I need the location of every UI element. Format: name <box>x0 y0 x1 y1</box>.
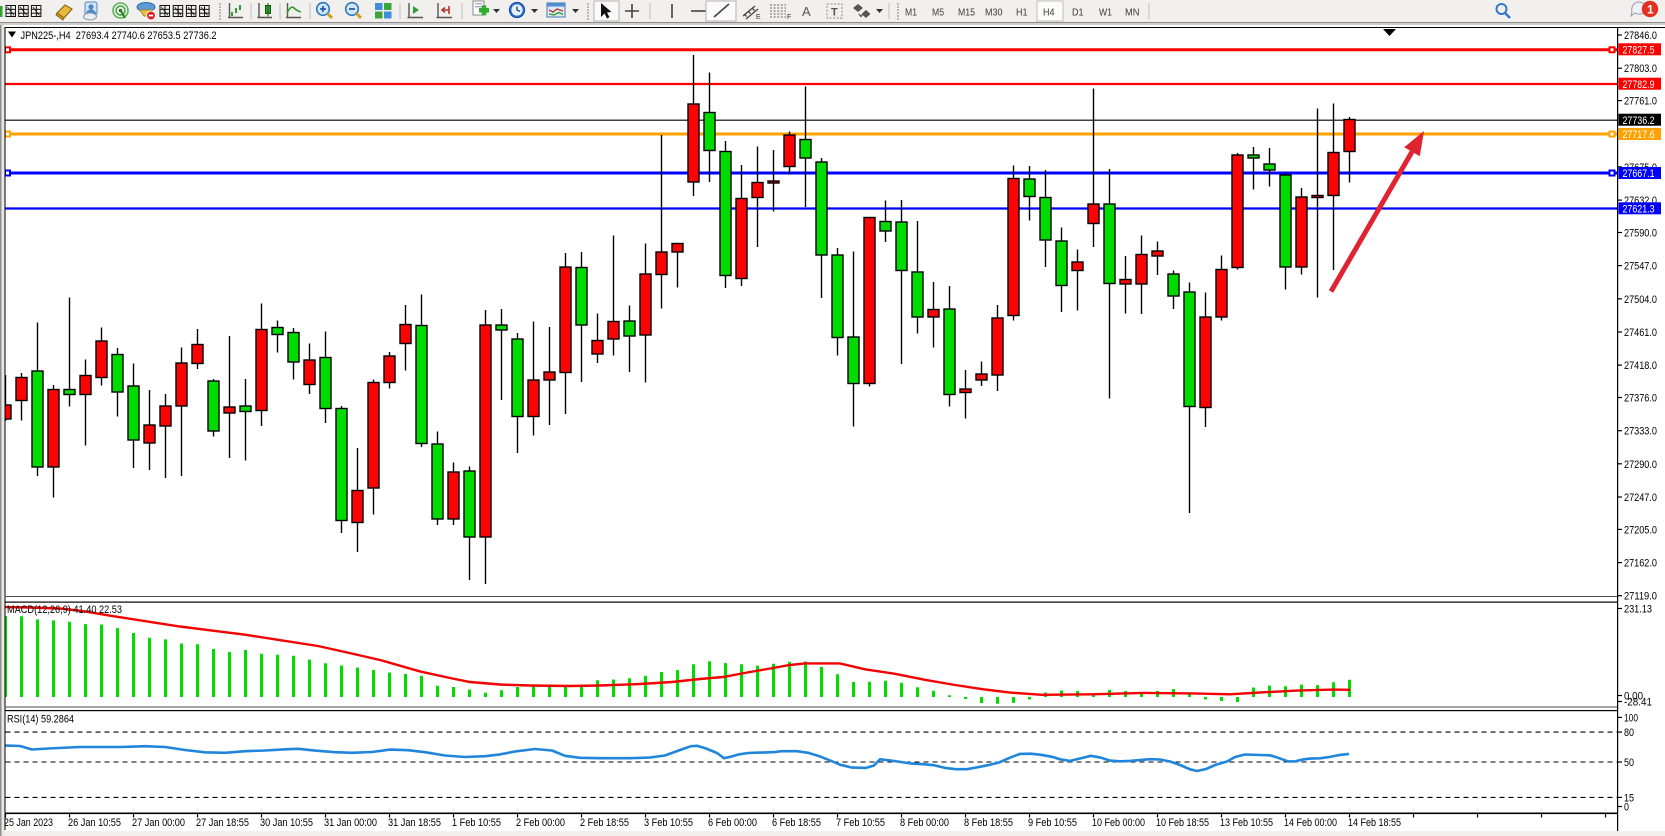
svg-text:27803.0: 27803.0 <box>1624 63 1657 75</box>
svg-text:100: 100 <box>1624 712 1638 724</box>
svg-text:M5: M5 <box>932 7 944 19</box>
svg-text:10 Feb 18:55: 10 Feb 18:55 <box>1156 817 1209 829</box>
svg-text:RSI(14) 59.2864: RSI(14) 59.2864 <box>7 714 74 726</box>
svg-text:25 Jan 2023: 25 Jan 2023 <box>4 817 53 829</box>
svg-text:1: 1 <box>1647 3 1654 17</box>
svg-text:27782.9: 27782.9 <box>1623 79 1655 91</box>
svg-text:27247.0: 27247.0 <box>1624 492 1657 504</box>
svg-text:6 Feb 00:00: 6 Feb 00:00 <box>708 817 757 829</box>
svg-text:7 Feb 10:55: 7 Feb 10:55 <box>836 817 885 829</box>
svg-text:2 Feb 18:55: 2 Feb 18:55 <box>580 817 629 829</box>
svg-text:27162.0: 27162.0 <box>1624 558 1657 570</box>
svg-text:9 Feb 10:55: 9 Feb 10:55 <box>1028 817 1077 829</box>
svg-text:30 Jan 10:55: 30 Jan 10:55 <box>260 817 313 829</box>
svg-text:1 Feb 10:55: 1 Feb 10:55 <box>452 817 501 829</box>
svg-text:27761.0: 27761.0 <box>1624 96 1657 108</box>
svg-text:31 Jan 18:55: 31 Jan 18:55 <box>388 817 441 829</box>
svg-text:27205.0: 27205.0 <box>1624 524 1657 536</box>
svg-text:27290.0: 27290.0 <box>1624 459 1657 471</box>
svg-text:0.00: 0.00 <box>1624 691 1643 703</box>
svg-text:A: A <box>802 4 811 19</box>
svg-text:27590.0: 27590.0 <box>1624 228 1657 240</box>
svg-text:27846.0: 27846.0 <box>1624 30 1657 42</box>
svg-text:27667.1: 27667.1 <box>1623 168 1655 180</box>
svg-text:F: F <box>787 14 791 21</box>
svg-text:27333.0: 27333.0 <box>1624 426 1657 438</box>
svg-text:10 Feb 00:00: 10 Feb 00:00 <box>1092 817 1145 829</box>
svg-text:31 Jan 00:00: 31 Jan 00:00 <box>324 817 377 829</box>
svg-text:27 Jan 18:55: 27 Jan 18:55 <box>196 817 249 829</box>
svg-text:8 Feb 00:00: 8 Feb 00:00 <box>900 817 949 829</box>
svg-text:27461.0: 27461.0 <box>1624 327 1657 339</box>
svg-text:27621.3: 27621.3 <box>1623 204 1655 216</box>
svg-text:M30: M30 <box>985 7 1003 19</box>
svg-text:H1: H1 <box>1016 7 1028 19</box>
svg-text:W1: W1 <box>1099 7 1112 19</box>
svg-text:50: 50 <box>1624 757 1634 769</box>
svg-text:M1: M1 <box>905 7 917 19</box>
svg-text:8 Feb 18:55: 8 Feb 18:55 <box>964 817 1013 829</box>
svg-text:15: 15 <box>1624 792 1634 804</box>
svg-text:27736.2: 27736.2 <box>1623 115 1655 127</box>
svg-text:MACD(12,26,9) 41.40 22.53: MACD(12,26,9) 41.40 22.53 <box>7 604 122 616</box>
svg-text:H4: H4 <box>1043 7 1055 19</box>
svg-text:27119.0: 27119.0 <box>1624 591 1657 603</box>
svg-text:27418.0: 27418.0 <box>1624 360 1657 372</box>
svg-text:D1: D1 <box>1072 7 1084 19</box>
svg-text:27 Jan 00:00: 27 Jan 00:00 <box>132 817 185 829</box>
svg-text:13 Feb 10:55: 13 Feb 10:55 <box>1220 817 1273 829</box>
svg-text:27827.5: 27827.5 <box>1623 45 1655 57</box>
svg-text:2 Feb 00:00: 2 Feb 00:00 <box>516 817 565 829</box>
svg-text:27504.0: 27504.0 <box>1624 294 1657 306</box>
svg-text:JPN225-,H4 27693.4 27740.6 27: JPN225-,H4 27693.4 27740.6 27653.5 27736… <box>21 30 217 42</box>
svg-text:M15: M15 <box>958 7 975 19</box>
svg-text:80: 80 <box>1624 727 1634 739</box>
svg-text:27547.0: 27547.0 <box>1624 261 1657 273</box>
svg-text:27717.6: 27717.6 <box>1623 129 1655 141</box>
svg-text:26 Jan 10:55: 26 Jan 10:55 <box>68 817 121 829</box>
svg-text:MN: MN <box>1125 7 1140 19</box>
svg-text:T: T <box>831 7 838 19</box>
svg-text:231.13: 231.13 <box>1624 604 1652 616</box>
svg-text:14 Feb 18:55: 14 Feb 18:55 <box>1348 817 1401 829</box>
svg-text:-28.41: -28.41 <box>1624 697 1652 709</box>
svg-text:E: E <box>756 14 761 21</box>
svg-text:14 Feb 00:00: 14 Feb 00:00 <box>1284 817 1337 829</box>
svg-text:0: 0 <box>1624 802 1629 814</box>
svg-text:3 Feb 10:55: 3 Feb 10:55 <box>644 817 693 829</box>
svg-text:6 Feb 18:55: 6 Feb 18:55 <box>772 817 821 829</box>
svg-text:27376.0: 27376.0 <box>1624 393 1657 405</box>
